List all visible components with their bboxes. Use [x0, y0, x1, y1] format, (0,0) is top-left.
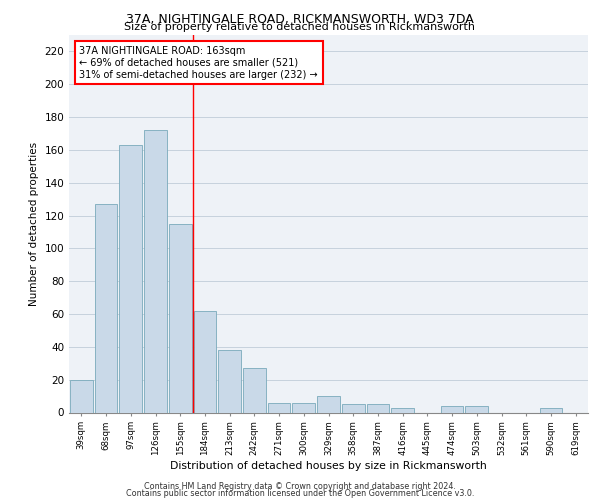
Bar	[70, 380, 93, 412]
Bar	[391, 408, 414, 412]
Bar	[367, 404, 389, 412]
Y-axis label: Number of detached properties: Number of detached properties	[29, 142, 39, 306]
Bar	[95, 204, 118, 412]
Bar	[218, 350, 241, 412]
Text: 37A NIGHTINGALE ROAD: 163sqm
← 69% of detached houses are smaller (521)
31% of s: 37A NIGHTINGALE ROAD: 163sqm ← 69% of de…	[79, 46, 318, 80]
Bar	[466, 406, 488, 412]
Bar	[539, 408, 562, 412]
Bar	[169, 224, 191, 412]
Bar	[342, 404, 365, 412]
Bar	[243, 368, 266, 412]
X-axis label: Distribution of detached houses by size in Rickmansworth: Distribution of detached houses by size …	[170, 460, 487, 470]
Text: 37A, NIGHTINGALE ROAD, RICKMANSWORTH, WD3 7DA: 37A, NIGHTINGALE ROAD, RICKMANSWORTH, WD…	[126, 12, 474, 26]
Bar	[144, 130, 167, 412]
Bar	[441, 406, 463, 412]
Bar	[317, 396, 340, 412]
Bar	[268, 402, 290, 412]
Text: Contains public sector information licensed under the Open Government Licence v3: Contains public sector information licen…	[126, 489, 474, 498]
Text: Size of property relative to detached houses in Rickmansworth: Size of property relative to detached ho…	[125, 22, 476, 32]
Bar	[292, 402, 315, 412]
Bar	[119, 145, 142, 412]
Text: Contains HM Land Registry data © Crown copyright and database right 2024.: Contains HM Land Registry data © Crown c…	[144, 482, 456, 491]
Bar	[194, 310, 216, 412]
